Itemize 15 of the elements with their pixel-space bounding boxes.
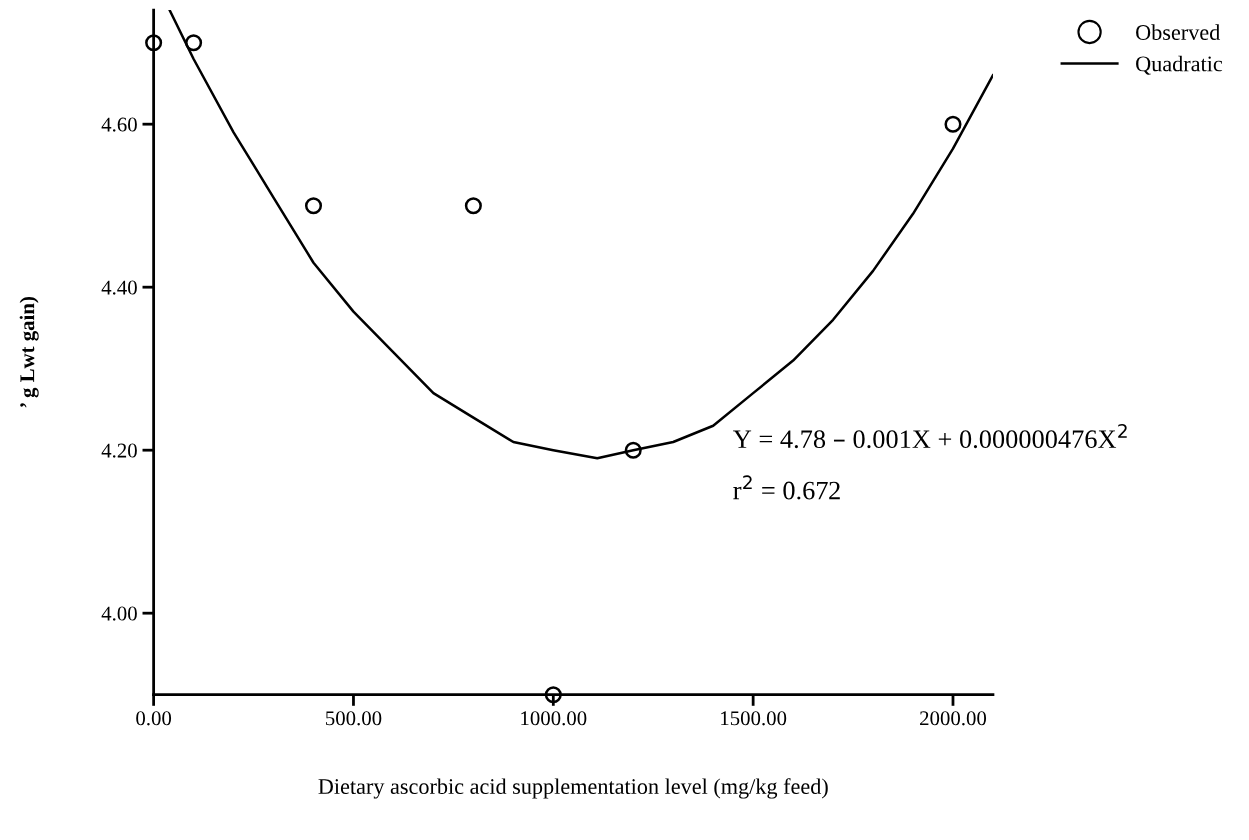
x-tick-label: 1500.00 <box>721 711 787 726</box>
annotation: Y = 4.78 – 0.001X + 0.000000476X$^{2}$ <box>733 424 1127 449</box>
y-tick-label: 4.00 <box>101 606 137 621</box>
y-tick-label: 4.40 <box>101 280 137 295</box>
annotation: r$^{2}$ = 0.672 <box>733 475 840 500</box>
x-axis-title: Dietary ascorbic acid supplementation level (mg/kg feed) <box>318 778 828 799</box>
x-tick-label: 0.00 <box>136 711 172 726</box>
y-tick-label: 4.20 <box>101 443 137 458</box>
y-axis-title: ’ g Lwt gain) <box>19 297 39 408</box>
x-tick-label: 500.00 <box>326 711 382 726</box>
legend-label: Observed <box>1136 24 1221 40</box>
legend-label: Quadratic <box>1136 55 1223 75</box>
x-tick-label: 2000.00 <box>920 711 987 726</box>
y-tick-label: 4.60 <box>101 117 137 132</box>
x-tick-label: 1000.00 <box>521 711 587 726</box>
